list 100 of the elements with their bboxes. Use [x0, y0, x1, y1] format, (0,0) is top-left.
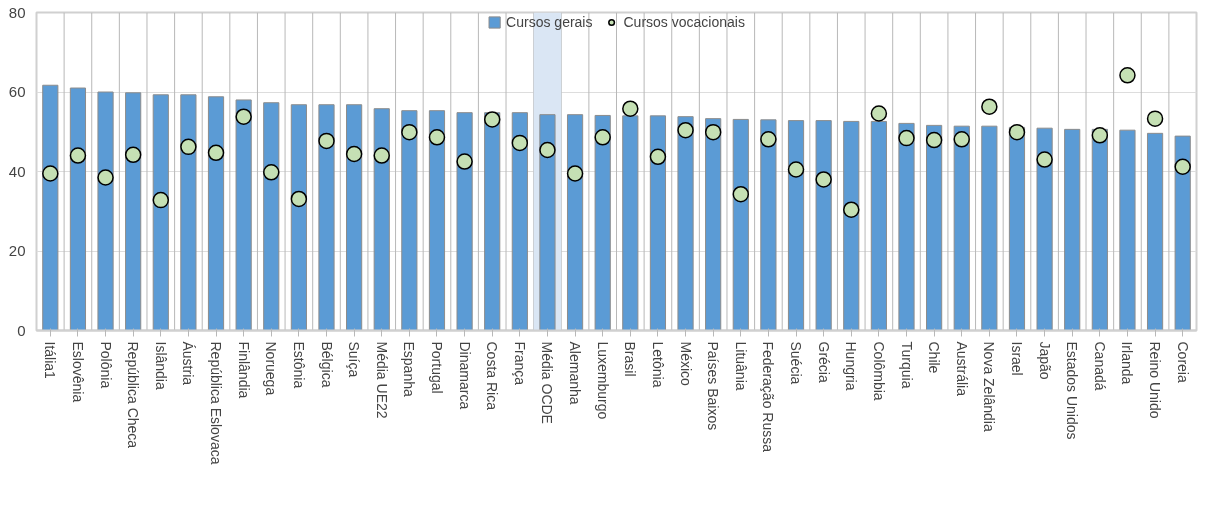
point — [511, 134, 529, 152]
x-tick-label: Dinamarca — [456, 341, 473, 410]
x-tick-label: Estados Unidos — [1064, 341, 1081, 440]
x-tick-label: Letônia — [649, 341, 666, 388]
x-tick-label: Israel — [1008, 341, 1025, 376]
x-tick-label: Países Baixos — [705, 341, 722, 431]
x-tick-label: Média UE22 — [373, 341, 390, 419]
point — [815, 171, 832, 188]
bar — [207, 96, 225, 331]
x-tick-label: Islândia — [152, 341, 169, 390]
bar — [622, 115, 639, 331]
x-tick-label: Noruega — [263, 341, 280, 396]
point — [42, 165, 59, 182]
point — [566, 165, 584, 182]
point — [263, 164, 280, 181]
bar — [42, 84, 59, 331]
point — [1119, 67, 1136, 84]
x-tick-label: Colômbia — [870, 341, 887, 401]
point — [594, 129, 611, 146]
point — [649, 148, 667, 166]
bar — [290, 104, 307, 331]
point — [483, 111, 501, 128]
point — [981, 98, 998, 115]
point — [760, 131, 777, 148]
y-tick-label: 20 — [8, 242, 26, 259]
legend-label: Cursos vocacionais — [623, 14, 745, 30]
point — [1146, 110, 1164, 127]
point — [539, 141, 556, 159]
point — [373, 147, 390, 164]
x-tick-label: Federação Russa — [760, 341, 777, 453]
x-tick-label: Portugal — [428, 341, 445, 394]
x-tick-label: Austrália — [953, 341, 970, 397]
point — [704, 123, 722, 141]
x-tick-label: Hungria — [843, 341, 860, 391]
point — [401, 123, 418, 141]
bar — [401, 110, 418, 331]
bar — [732, 118, 749, 331]
point — [925, 131, 943, 149]
bar — [69, 87, 87, 331]
point — [290, 190, 308, 208]
bar — [1146, 132, 1164, 331]
x-tick-label: Itália1 — [42, 341, 59, 380]
bar — [511, 112, 528, 331]
point — [1091, 127, 1109, 144]
point — [953, 131, 970, 148]
point — [732, 185, 750, 203]
x-tick-label: Finlândia — [235, 341, 252, 399]
point — [318, 132, 335, 150]
x-tick-label: Coreia — [1174, 341, 1191, 383]
point — [97, 169, 114, 186]
bar — [1091, 128, 1108, 331]
x-tick-label: Espanha — [401, 341, 418, 397]
bar — [484, 112, 501, 331]
x-tick-label: Costa Rica — [484, 341, 501, 411]
x-tick-label: Alemanha — [567, 341, 584, 405]
bar — [843, 120, 860, 331]
point — [1036, 151, 1053, 168]
bar — [566, 114, 584, 331]
x-tick-label: Irlanda — [1119, 341, 1136, 385]
point — [787, 161, 805, 178]
x-tick-label: Japão — [1036, 341, 1053, 380]
bar — [1008, 126, 1026, 331]
bar — [125, 92, 142, 331]
bar — [152, 94, 169, 331]
point — [180, 138, 197, 156]
bar — [594, 114, 611, 331]
x-tick-label: República Checa — [125, 341, 142, 449]
bar — [318, 104, 335, 331]
x-tick-label: Turquia — [898, 341, 915, 389]
point — [870, 105, 888, 122]
point — [1174, 158, 1191, 175]
x-tick-label: Canadá — [1091, 341, 1108, 391]
bar — [815, 120, 832, 331]
x-tick-label: República Eslovaca — [208, 341, 225, 465]
y-tick-label: 40 — [8, 162, 26, 180]
bar — [539, 114, 556, 331]
point — [428, 129, 446, 146]
bar — [649, 115, 667, 331]
x-tick-label: Nova Zelândia — [981, 341, 998, 432]
bar — [97, 91, 114, 331]
x-tick-label: Suíça — [346, 341, 363, 378]
point — [622, 100, 639, 117]
point — [843, 201, 860, 218]
bar — [373, 108, 390, 331]
bar — [677, 116, 694, 331]
point — [69, 147, 87, 164]
bar — [1064, 128, 1081, 331]
bar — [235, 99, 252, 331]
bar — [953, 125, 970, 331]
point — [235, 108, 252, 125]
x-tick-label: Suécia — [788, 341, 805, 385]
x-tick-label: Reino Unido — [1147, 341, 1164, 419]
bar — [870, 120, 887, 331]
bar — [898, 122, 915, 331]
x-tick-label: Luxemburgo — [594, 341, 611, 420]
point — [345, 145, 363, 163]
x-tick-label: Lituânia — [732, 341, 749, 391]
x-tick-label: Polônia — [97, 341, 114, 389]
bar — [456, 112, 473, 331]
x-tick-label: Áustria — [180, 341, 197, 386]
